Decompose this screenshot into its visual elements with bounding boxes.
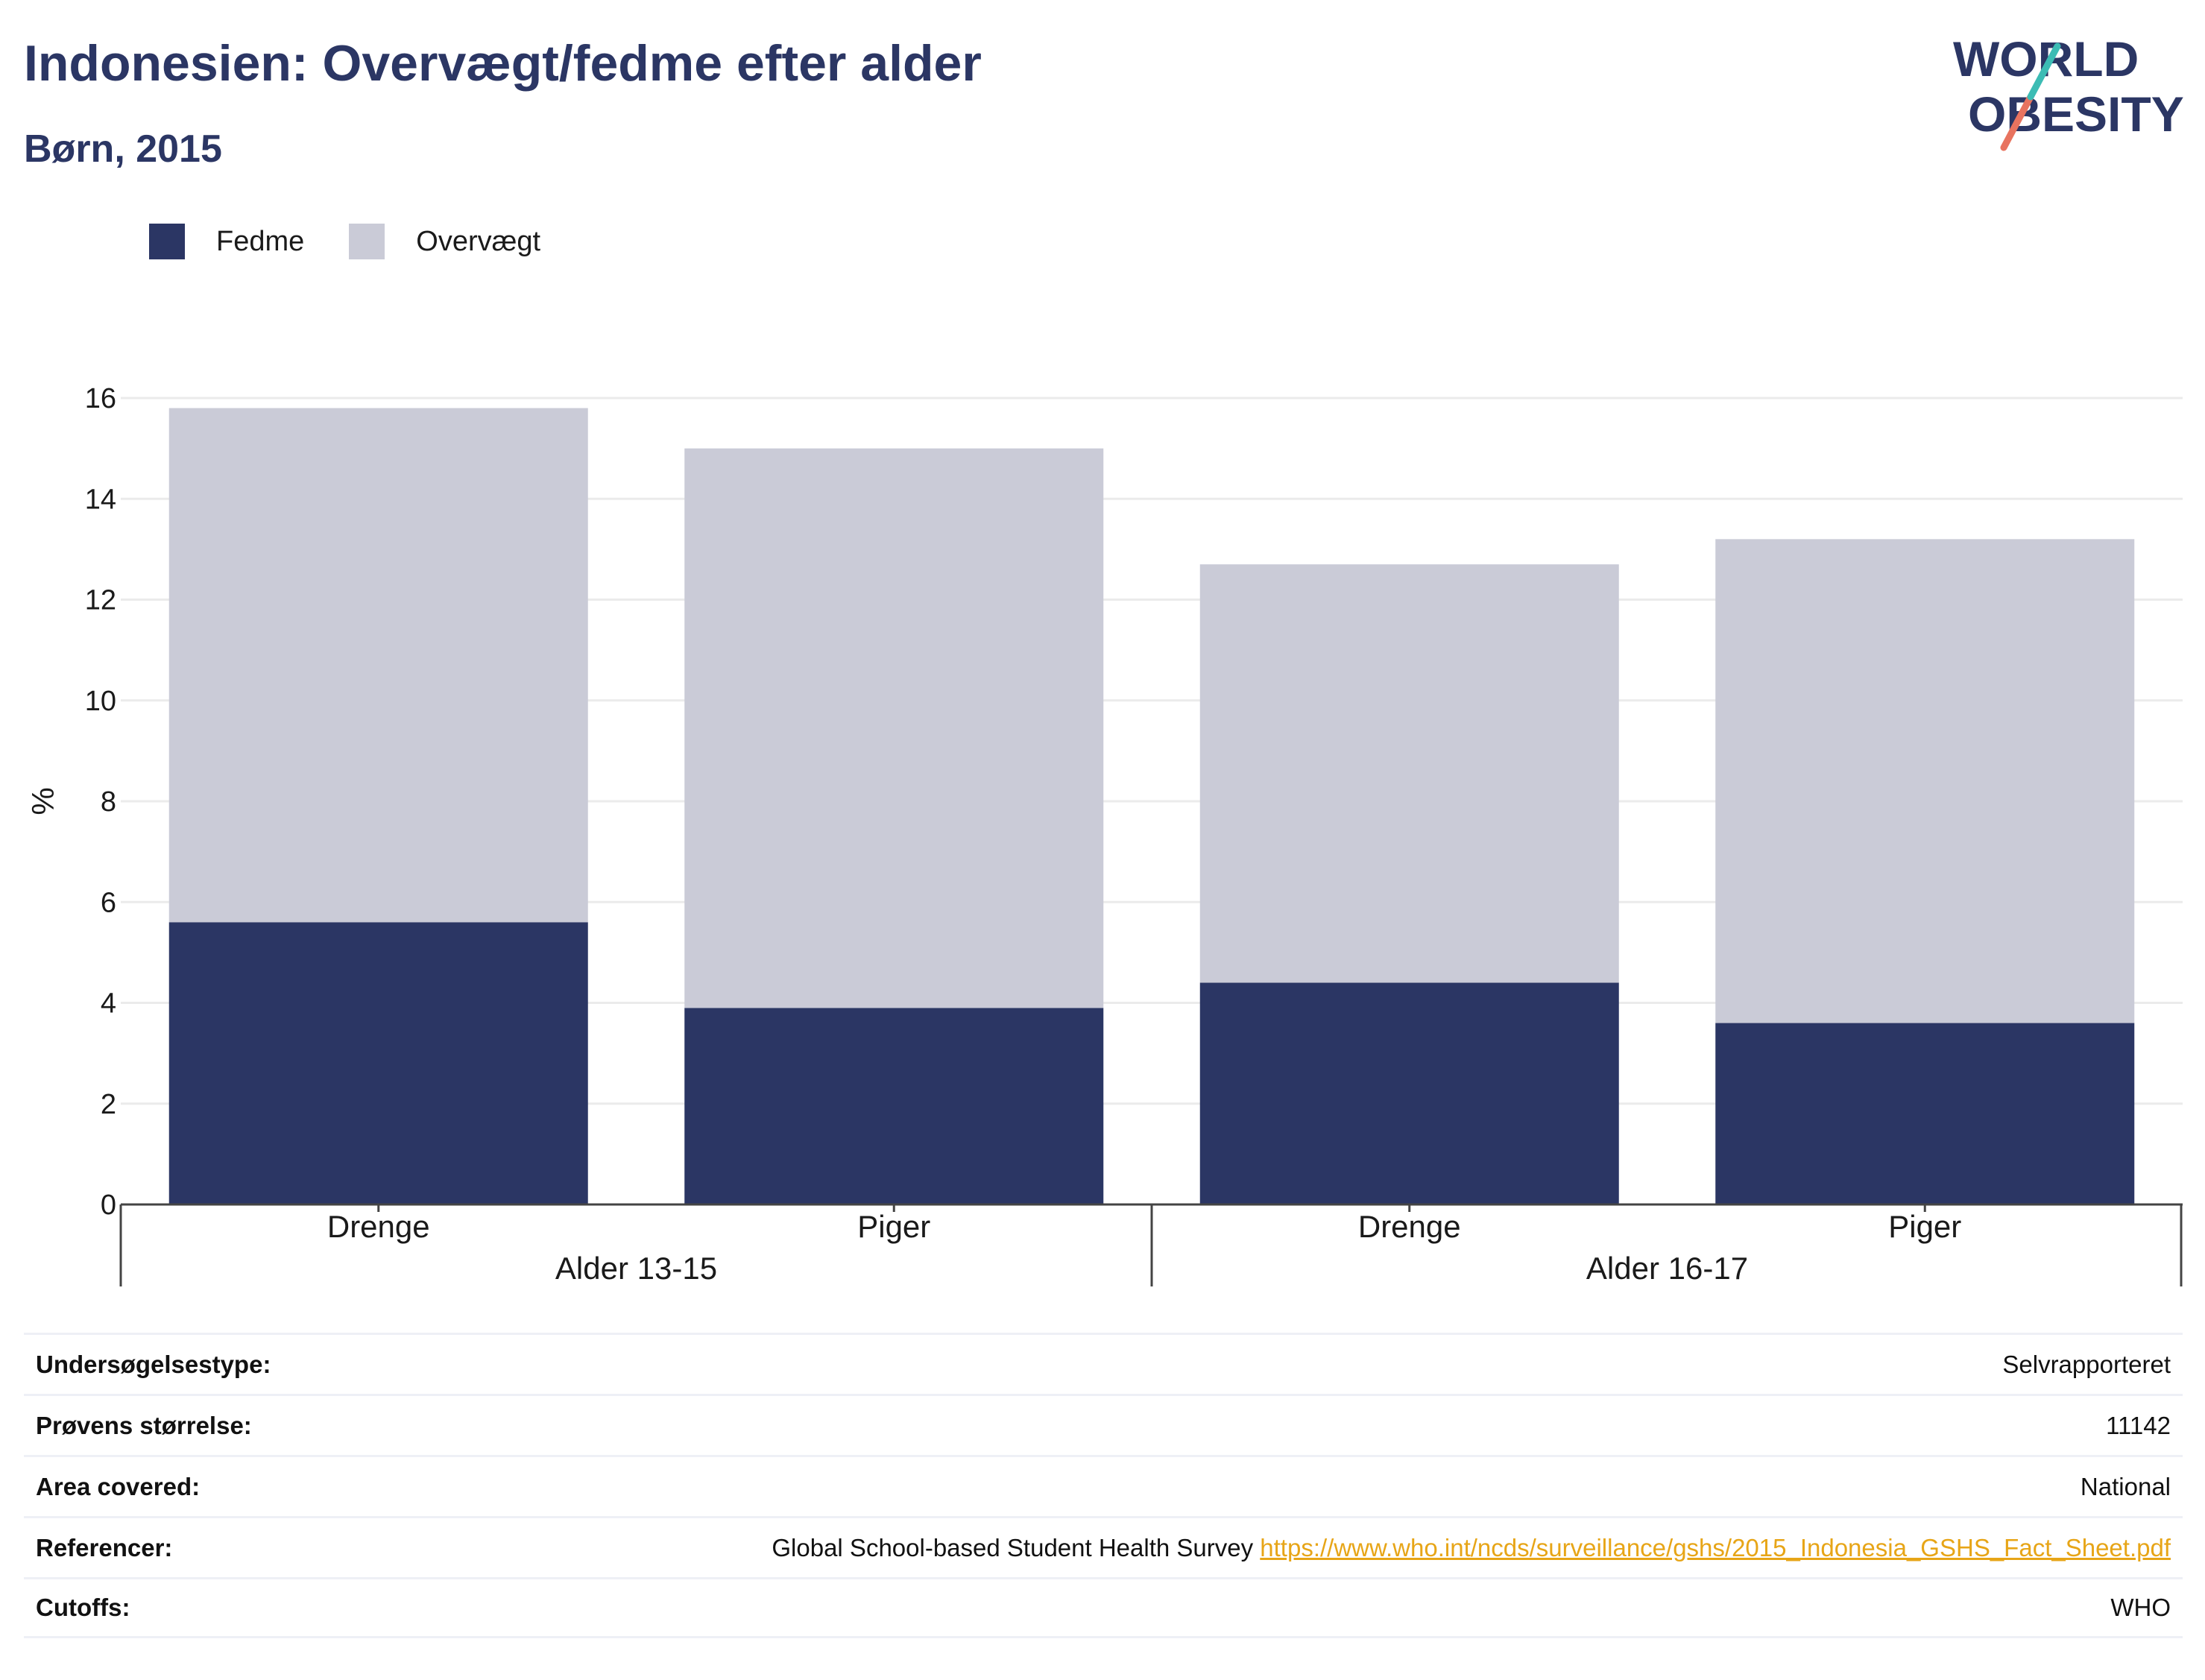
info-key: Undersøgelsestype: <box>36 1350 271 1378</box>
y-tick-label: 14 <box>85 484 116 515</box>
y-tick-label: 4 <box>101 988 116 1020</box>
bar-overvaegt <box>1715 539 2135 1023</box>
x-group-label: Alder 16-17 <box>1586 1251 1748 1286</box>
info-value: Selvrapporteret <box>2002 1350 2171 1378</box>
reference-link[interactable]: https://www.who.int/ncds/surveillance/gs… <box>1260 1533 2171 1561</box>
stacked-bar-chart: 0 2 4 6 8 10 12 14 16% Drenge Piger Drenge Piger Alde… <box>25 383 2183 1286</box>
legend-item-overvaegt[interactable]: Overvægt <box>349 224 540 259</box>
info-row-cutoffs: Cutoffs: WHO <box>24 1577 2183 1638</box>
bar-fedme <box>1715 1023 2135 1204</box>
legend-label-overvaegt: Overvægt <box>416 225 541 257</box>
info-value: National <box>2080 1472 2171 1500</box>
reference-text: Global School-based Student Health Surve… <box>772 1533 1254 1561</box>
info-row-references: Referencer: Global School-based Student … <box>24 1516 2183 1577</box>
x-category-label: Piger <box>857 1209 930 1244</box>
logo-line2: OBESITY <box>1968 86 2184 142</box>
info-row-survey-type: Undersøgelsestype: Selvrapporteret <box>24 1333 2183 1394</box>
info-table: Undersøgelsestype: Selvrapporteret Prøve… <box>24 1333 2183 1638</box>
bar-overvaegt <box>168 408 588 923</box>
y-tick-label: 0 <box>101 1190 116 1221</box>
x-group-label: Alder 13-15 <box>555 1251 717 1286</box>
y-tick-label: 6 <box>101 887 116 918</box>
info-value: WHO <box>2110 1594 2171 1621</box>
info-key: Cutoffs: <box>36 1594 130 1621</box>
info-row-area-covered: Area covered: National <box>24 1455 2183 1516</box>
chart-legend: Fedme Overvægt <box>149 221 585 262</box>
y-tick-label: 2 <box>101 1089 116 1120</box>
legend-swatch-fedme <box>149 224 185 259</box>
bar-fedme <box>684 1008 1104 1204</box>
logo-line1: WORLD <box>1953 31 2139 86</box>
world-obesity-logo: WORLD OBESITY <box>1953 31 2184 151</box>
legend-item-fedme[interactable]: Fedme <box>149 224 304 259</box>
bar-fedme <box>168 922 588 1204</box>
y-tick-label: 16 <box>85 383 116 414</box>
bar-fedme <box>1199 982 1619 1204</box>
info-value: 11142 <box>2106 1411 2171 1439</box>
y-tick-label: 8 <box>101 786 116 818</box>
legend-swatch-overvaegt <box>349 224 385 259</box>
logo-slash-teal <box>2027 42 2061 101</box>
legend-label-fedme: Fedme <box>216 225 305 257</box>
bar-overvaegt <box>684 448 1104 1008</box>
chart-title: Indonesien: Overvægt/fedme efter alder <box>24 35 982 92</box>
x-category-label: Piger <box>1888 1209 1961 1244</box>
chart-subtitle: Børn, 2015 <box>24 127 222 171</box>
info-row-sample-size: Prøvens størrelse: 11142 <box>24 1394 2183 1455</box>
logo-slash-coral <box>2000 93 2034 151</box>
y-tick-label: 10 <box>85 686 116 717</box>
info-key: Prøvens størrelse: <box>36 1411 252 1439</box>
y-tick-label: 12 <box>85 585 116 616</box>
x-category-label: Drenge <box>1358 1209 1461 1244</box>
bar-overvaegt <box>1199 564 1619 983</box>
y-axis-label: % <box>25 787 60 815</box>
x-category-label: Drenge <box>327 1209 430 1244</box>
info-key: Referencer: <box>36 1533 173 1561</box>
info-key: Area covered: <box>36 1472 201 1500</box>
info-value: Global School-based Student Health Surve… <box>772 1534 2171 1562</box>
